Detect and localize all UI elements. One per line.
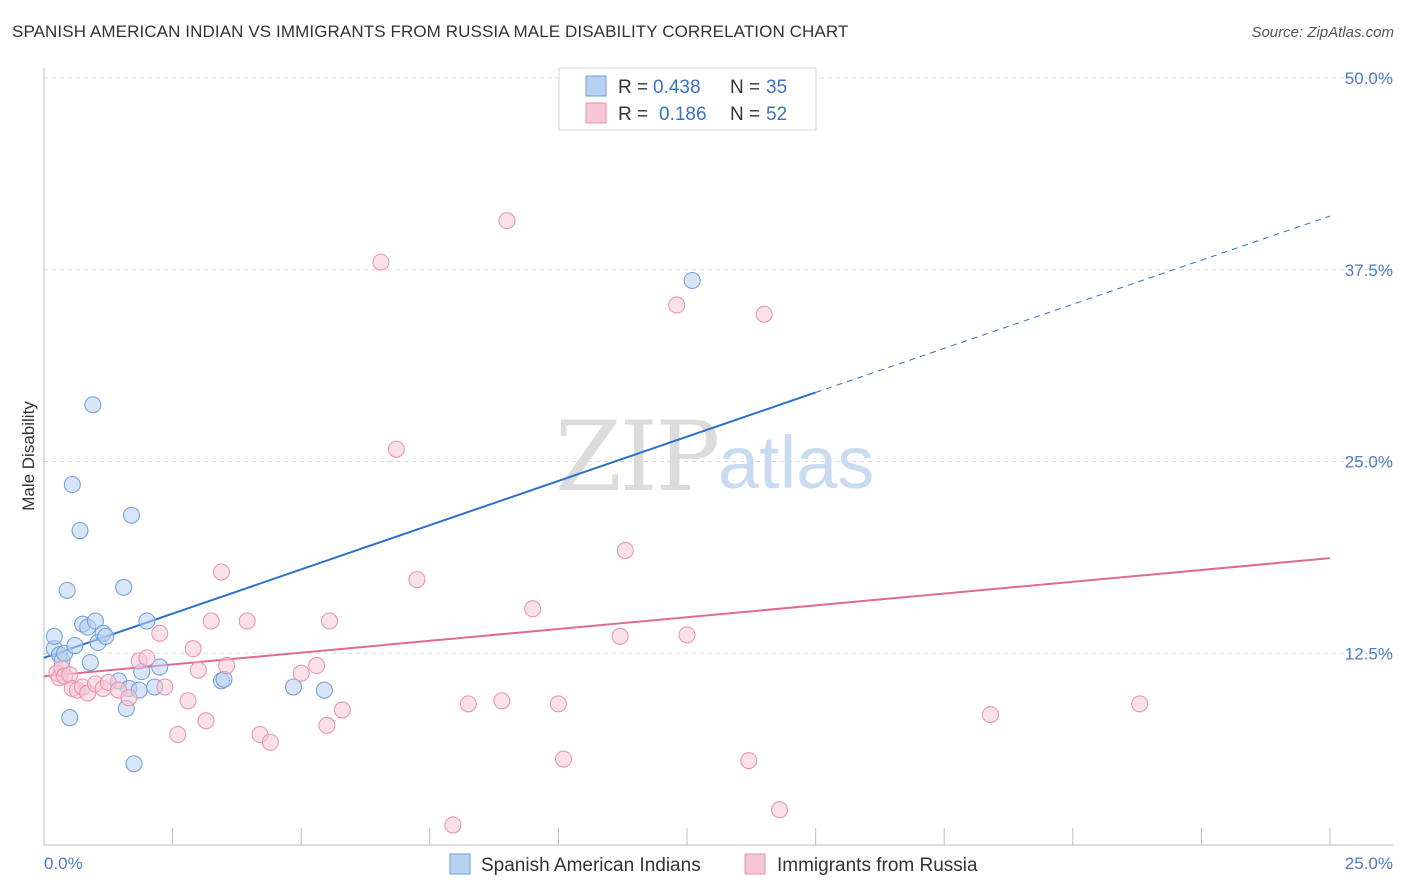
point-immigrants-from-russia <box>1131 695 1149 713</box>
point-immigrants-from-russia <box>138 649 156 667</box>
point-spanish-american-indians <box>84 396 102 414</box>
point-immigrants-from-russia <box>444 816 462 834</box>
point-immigrants-from-russia <box>740 752 758 770</box>
y-tick-label: 25.0% <box>1345 453 1393 472</box>
point-spanish-american-indians <box>81 653 99 671</box>
legend-r-label-blue: R = <box>618 77 648 98</box>
x-tick-label-max: 25.0% <box>1345 854 1393 873</box>
legend-n-value-pink: 52 <box>766 104 787 125</box>
point-immigrants-from-russia <box>616 541 634 559</box>
point-spanish-american-indians <box>315 681 333 699</box>
y-tick-label: 37.5% <box>1345 261 1393 280</box>
point-immigrants-from-russia <box>120 689 138 707</box>
point-spanish-american-indians <box>97 627 115 645</box>
chart-title: SPANISH AMERICAN INDIAN VS IMMIGRANTS FR… <box>12 22 849 41</box>
point-immigrants-from-russia <box>169 726 187 744</box>
point-immigrants-from-russia <box>292 664 310 682</box>
point-spanish-american-indians <box>151 658 169 676</box>
point-spanish-american-indians <box>63 476 81 494</box>
point-immigrants-from-russia <box>151 624 169 642</box>
stats-legend: R = 0.438 N = 35 R = 0.186 N = 52 <box>558 67 817 131</box>
series-legend-label-pink: Immigrants from Russia <box>777 855 978 876</box>
point-immigrants-from-russia <box>372 253 390 271</box>
point-immigrants-from-russia <box>197 712 215 730</box>
point-spanish-american-indians <box>284 678 302 696</box>
point-immigrants-from-russia <box>212 563 230 581</box>
point-spanish-american-indians <box>683 271 701 289</box>
point-immigrants-from-russia <box>498 212 516 230</box>
point-immigrants-from-russia <box>981 706 999 724</box>
data-points <box>45 212 1149 834</box>
point-spanish-american-indians <box>115 578 133 596</box>
point-spanish-american-indians <box>86 612 104 630</box>
point-immigrants-from-russia <box>238 612 256 630</box>
point-immigrants-from-russia <box>184 640 202 658</box>
point-immigrants-from-russia <box>555 750 573 768</box>
y-axis-tick-labels: 12.5% 25.0% 37.5% 50.0% <box>1345 69 1393 663</box>
x-axis-ticks <box>172 828 1331 845</box>
point-spanish-american-indians <box>58 581 76 599</box>
source-label: Source: ZipAtlas.com <box>1251 24 1394 41</box>
legend-r-value-pink: 0.186 <box>659 104 707 125</box>
legend-n-value-blue: 35 <box>766 77 787 98</box>
point-immigrants-from-russia <box>549 695 567 713</box>
y-tick-label: 50.0% <box>1345 69 1393 88</box>
point-immigrants-from-russia <box>524 600 542 618</box>
grid-lines <box>44 77 1393 654</box>
series-legend-swatch-blue <box>449 853 471 875</box>
series-legend: Spanish American Indians Immigrants from… <box>449 853 978 876</box>
trend-line-blue-extension <box>815 215 1331 393</box>
watermark-atlas: atlas <box>718 421 874 504</box>
point-spanish-american-indians <box>66 637 84 655</box>
point-immigrants-from-russia <box>261 733 279 751</box>
point-immigrants-from-russia <box>218 657 236 675</box>
point-immigrants-from-russia <box>408 571 426 589</box>
point-immigrants-from-russia <box>611 627 629 645</box>
series-legend-swatch-pink <box>744 853 766 875</box>
point-immigrants-from-russia <box>61 666 79 684</box>
y-tick-label: 12.5% <box>1345 644 1393 663</box>
point-immigrants-from-russia <box>320 612 338 630</box>
point-immigrants-from-russia <box>156 678 174 696</box>
x-tick-label-min: 0.0% <box>44 854 83 873</box>
legend-swatch-blue <box>585 75 607 97</box>
point-spanish-american-indians <box>61 709 79 727</box>
watermark-zip: ZIP <box>555 401 718 513</box>
trend-line-pink <box>43 557 1331 678</box>
point-immigrants-from-russia <box>678 626 696 644</box>
trend-lines <box>43 215 1331 678</box>
series-legend-label-blue: Spanish American Indians <box>481 855 701 876</box>
point-immigrants-from-russia <box>333 701 351 719</box>
point-spanish-american-indians <box>122 506 140 524</box>
point-immigrants-from-russia <box>493 692 511 710</box>
y-axis-label: Male Disability <box>19 401 38 511</box>
point-immigrants-from-russia <box>755 305 773 323</box>
point-spanish-american-indians <box>138 612 156 630</box>
trend-line-blue <box>43 391 816 659</box>
legend-n-label-pink: N = <box>730 104 760 125</box>
point-immigrants-from-russia <box>202 612 220 630</box>
point-spanish-american-indians <box>71 522 89 540</box>
point-immigrants-from-russia <box>318 716 336 734</box>
legend-r-label-pink: R = <box>618 104 648 125</box>
legend-r-value-blue: 0.438 <box>653 77 701 98</box>
point-immigrants-from-russia <box>668 296 686 314</box>
point-immigrants-from-russia <box>179 692 197 710</box>
point-immigrants-from-russia <box>459 695 477 713</box>
point-immigrants-from-russia <box>387 440 405 458</box>
point-immigrants-from-russia <box>189 661 207 679</box>
point-spanish-american-indians <box>45 627 63 645</box>
point-immigrants-from-russia <box>771 801 789 819</box>
point-immigrants-from-russia <box>308 657 326 675</box>
legend-n-label-blue: N = <box>730 77 760 98</box>
point-spanish-american-indians <box>125 755 143 773</box>
point-spanish-american-indians <box>215 670 233 688</box>
legend-swatch-pink <box>585 102 607 124</box>
